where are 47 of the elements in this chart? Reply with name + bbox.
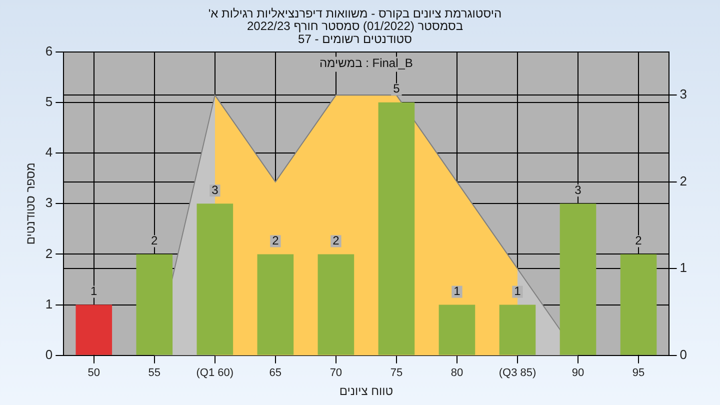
- bar: [499, 304, 536, 355]
- x-tick-label: 55: [148, 367, 161, 380]
- x-axis-title: טווח ציונים: [339, 384, 394, 398]
- y2-tick-label: 3: [680, 86, 688, 102]
- bar: [196, 204, 234, 355]
- x-tick-label: 90: [572, 367, 584, 380]
- data-label: 2: [332, 234, 340, 248]
- x-tick-label: 50: [88, 367, 100, 380]
- y-tick-label: 6: [45, 43, 53, 58]
- y-tick-label: 0: [45, 346, 53, 362]
- data-label: 3: [212, 182, 219, 197]
- bar: [620, 254, 657, 355]
- bar: [438, 304, 476, 355]
- bar: [560, 204, 596, 355]
- y-tick-label: 2: [45, 246, 53, 261]
- bar: [76, 304, 112, 355]
- text: 'היסטוגרמת ציונים בקורס - משוואות דיפרנציאליות רגילות א: [208, 6, 502, 21]
- bar: [318, 254, 354, 355]
- bar: [257, 254, 294, 355]
- bar: [378, 102, 415, 355]
- data-label: 3: [574, 182, 582, 197]
- text: בסמסטר (01/2022) סמסטר חורף 2022/23: [246, 19, 464, 34]
- y-tick-label: 1: [45, 296, 53, 312]
- x-tick-label: (Q1 60): [196, 367, 234, 380]
- x-tick-label: 80: [450, 367, 464, 380]
- bar: [136, 254, 173, 355]
- data-label: 1: [514, 284, 522, 298]
- x-tick-label: 65: [269, 367, 282, 380]
- y-axis-title: מספר סטודנטים: [24, 162, 38, 245]
- data-label: 2: [151, 234, 158, 248]
- y2-tick-label: 2: [680, 173, 688, 188]
- annotation: במשימה : Final_B: [319, 56, 413, 70]
- data-label: 1: [90, 284, 98, 298]
- y-tick-label: 3: [45, 195, 53, 210]
- y-tick-label: 5: [45, 94, 53, 109]
- x-tick-label: (Q3 85): [498, 367, 536, 380]
- x-tick-label: 95: [632, 367, 645, 380]
- y-tick-label: 4: [45, 144, 53, 160]
- x-tick-label: 70: [330, 367, 342, 380]
- data-label: 5: [393, 82, 400, 96]
- x-tick-label: 75: [390, 367, 403, 380]
- data-label: 2: [635, 234, 642, 248]
- data-label: 2: [272, 234, 280, 248]
- y2-tick-label: 1: [680, 260, 688, 276]
- text: סטודנטים רשומים - 57: [298, 32, 412, 46]
- y2-tick-label: 0: [680, 346, 688, 362]
- data-label: 1: [454, 284, 461, 298]
